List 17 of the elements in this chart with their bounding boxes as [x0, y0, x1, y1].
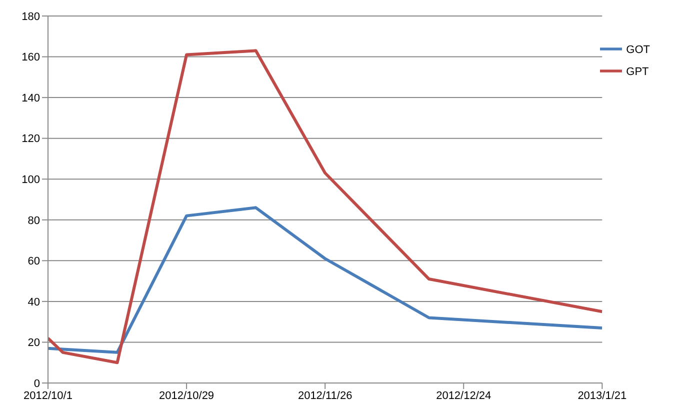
x-tick-label: 2012/12/24: [436, 390, 492, 402]
x-tick-label: 2012/11/26: [298, 390, 352, 402]
y-tick-label: 0: [34, 378, 40, 390]
x-tick-label: 2012/10/29: [159, 390, 214, 402]
y-tick-label: 140: [22, 92, 40, 104]
legend-label: GOT: [626, 44, 650, 56]
y-tick-label: 120: [22, 133, 40, 146]
x-tick-label: 2013/1/21: [578, 390, 627, 402]
legend-label: GPT: [626, 66, 649, 78]
y-tick-label: 60: [28, 256, 40, 268]
y-tick-label: 100: [22, 174, 40, 186]
x-tick-label: 2012/10/1: [24, 390, 72, 402]
y-tick-label: 80: [28, 214, 40, 227]
y-tick-label: 180: [22, 10, 40, 23]
y-tick-label: 40: [28, 296, 40, 308]
y-tick-label: 160: [22, 52, 40, 64]
y-tick-label: 20: [28, 337, 40, 350]
